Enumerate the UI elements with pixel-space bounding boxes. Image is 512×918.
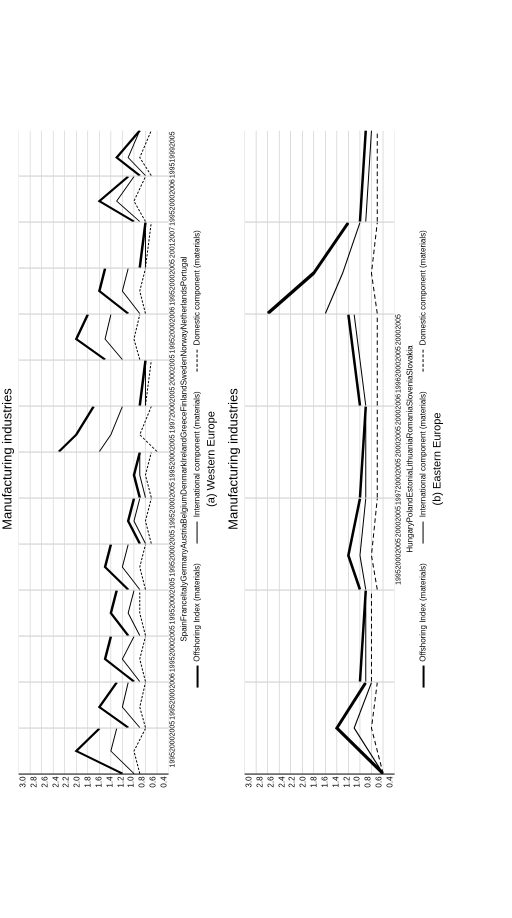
legend-item: International component (materials) <box>419 391 428 543</box>
country-subplot <box>245 130 395 221</box>
country-subplot <box>19 313 169 359</box>
country-label: Hungary <box>404 522 415 552</box>
legend-item: International component (materials) <box>193 391 202 543</box>
legend-item: Offshoring Index (materials) <box>419 563 428 688</box>
country-subplot <box>19 221 169 267</box>
country-subplot <box>245 221 395 313</box>
legend-swatch <box>423 666 425 688</box>
x-ticks: 199520002006 <box>169 672 178 720</box>
x-ticks: 199520002005 <box>169 720 178 768</box>
country-label: Finland <box>178 385 189 411</box>
country-label: Slovenia <box>404 376 415 407</box>
legend-label: Offshoring Index (materials) <box>193 563 202 662</box>
y-axis: 3.02.82.62.42.22.01.81.61.41.21.00.80.60… <box>19 774 169 787</box>
country-subplot <box>245 497 395 589</box>
legend-label: Domestic component (materials) <box>193 230 202 345</box>
country-subplot <box>19 635 169 681</box>
legend: Offshoring Index (materials) Internationa… <box>193 230 202 688</box>
legend-label: Domestic component (materials) <box>419 230 428 345</box>
country-subplot <box>19 267 169 313</box>
x-ticks: 20002005 <box>395 313 404 345</box>
country-label: Denmark <box>178 462 189 494</box>
country-label: Greece <box>178 412 189 438</box>
country-subplot <box>245 589 395 681</box>
country-label: Netherlands <box>178 286 189 329</box>
legend-label: International component (materials) <box>193 391 202 517</box>
country-subplot <box>245 681 395 773</box>
country-subplot <box>19 681 169 727</box>
country-label: Italy <box>178 582 189 597</box>
legend-item: Domestic component (materials) <box>193 230 202 371</box>
country-label: Spain <box>178 621 189 641</box>
legend-label: Offshoring Index (materials) <box>419 563 428 662</box>
country-label: Germany <box>178 549 189 582</box>
country-subplot <box>19 175 169 221</box>
country-label: France <box>178 596 189 621</box>
country-label: Romania <box>404 406 415 438</box>
x-ticks: 199520002006 <box>169 178 178 226</box>
legend-swatch <box>423 521 424 543</box>
country-label: Poland <box>404 497 415 522</box>
country-label: Norway <box>178 329 189 356</box>
country-label: Austria <box>178 524 189 549</box>
country-subplot <box>19 727 169 773</box>
country-subplot <box>19 359 169 405</box>
legend-label: International component (materials) <box>419 391 428 517</box>
panel-title: Manufacturing industries <box>0 388 15 530</box>
legend-item: Domestic component (materials) <box>419 230 428 371</box>
legend-swatch <box>197 666 199 688</box>
x-ticks: 20012007 <box>169 226 178 258</box>
country-label: Belgium <box>178 495 189 524</box>
country-subplot <box>245 313 395 405</box>
country-label: Ireland <box>178 438 189 462</box>
country-subplot <box>245 405 395 497</box>
country-subplot <box>19 589 169 635</box>
x-ticks: 199519992005 <box>169 130 178 178</box>
country-subplot <box>19 543 169 589</box>
legend-item: Offshoring Index (materials) <box>193 563 202 688</box>
country-subplot <box>19 405 169 451</box>
legend: Offshoring Index (materials) Internationa… <box>419 230 428 688</box>
country-label: Slovakia <box>404 345 415 375</box>
chart-panel: Manufacturing industries 3.02.82.62.42.22… <box>226 130 444 787</box>
country-label: Portugal <box>178 256 189 286</box>
legend-swatch <box>197 521 198 543</box>
y-axis: 3.02.82.62.42.22.01.81.61.41.21.00.80.60… <box>245 774 395 787</box>
legend-swatch <box>197 349 198 371</box>
country-subplot <box>19 130 169 175</box>
country-label: Lithuania <box>404 438 415 470</box>
country-label: Estonia <box>404 471 415 498</box>
legend-swatch <box>423 349 424 371</box>
chart-panel: Manufacturing industries 3.02.82.62.42.22… <box>0 130 218 787</box>
country-subplot <box>19 497 169 543</box>
panel-caption: (b) Eastern Europe <box>432 413 444 506</box>
panel-caption: (a) Western Europe <box>206 411 218 507</box>
panel-title: Manufacturing industries <box>226 388 241 530</box>
country-subplot <box>19 451 169 497</box>
country-label: Sweden <box>178 356 189 385</box>
